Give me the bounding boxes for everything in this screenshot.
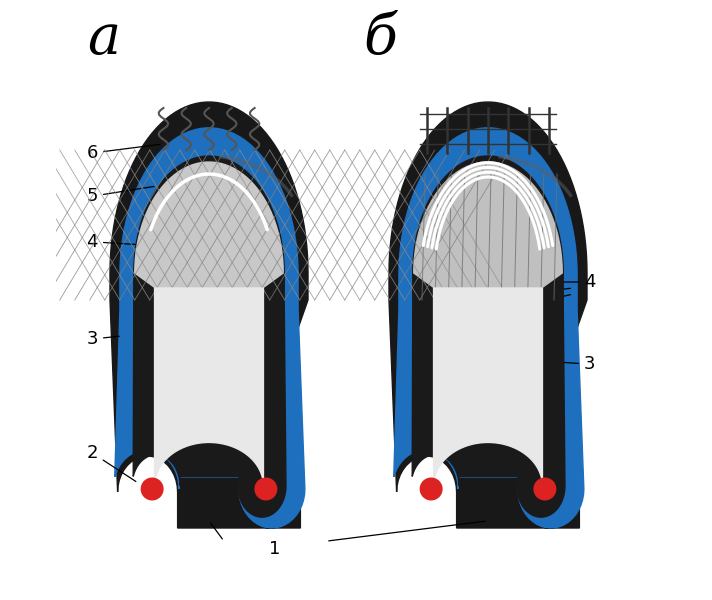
Text: 3: 3 bbox=[441, 354, 595, 373]
Text: а: а bbox=[88, 11, 120, 67]
Text: 5: 5 bbox=[86, 187, 154, 205]
Polygon shape bbox=[110, 102, 308, 528]
Polygon shape bbox=[135, 162, 283, 300]
Polygon shape bbox=[389, 102, 587, 528]
Text: 4: 4 bbox=[86, 233, 158, 251]
Polygon shape bbox=[133, 156, 286, 517]
Text: 6: 6 bbox=[87, 144, 160, 162]
Polygon shape bbox=[115, 128, 305, 528]
Polygon shape bbox=[394, 128, 584, 528]
Text: 1: 1 bbox=[269, 540, 281, 558]
Polygon shape bbox=[434, 288, 543, 486]
Text: 4: 4 bbox=[446, 273, 595, 291]
Polygon shape bbox=[414, 162, 562, 300]
Polygon shape bbox=[155, 288, 263, 486]
Circle shape bbox=[420, 478, 442, 500]
Polygon shape bbox=[412, 156, 565, 517]
Text: 2: 2 bbox=[86, 444, 136, 481]
Circle shape bbox=[142, 478, 163, 500]
Text: 3: 3 bbox=[86, 330, 119, 348]
Text: б: б bbox=[363, 11, 397, 67]
Circle shape bbox=[255, 478, 277, 500]
Circle shape bbox=[534, 478, 555, 500]
